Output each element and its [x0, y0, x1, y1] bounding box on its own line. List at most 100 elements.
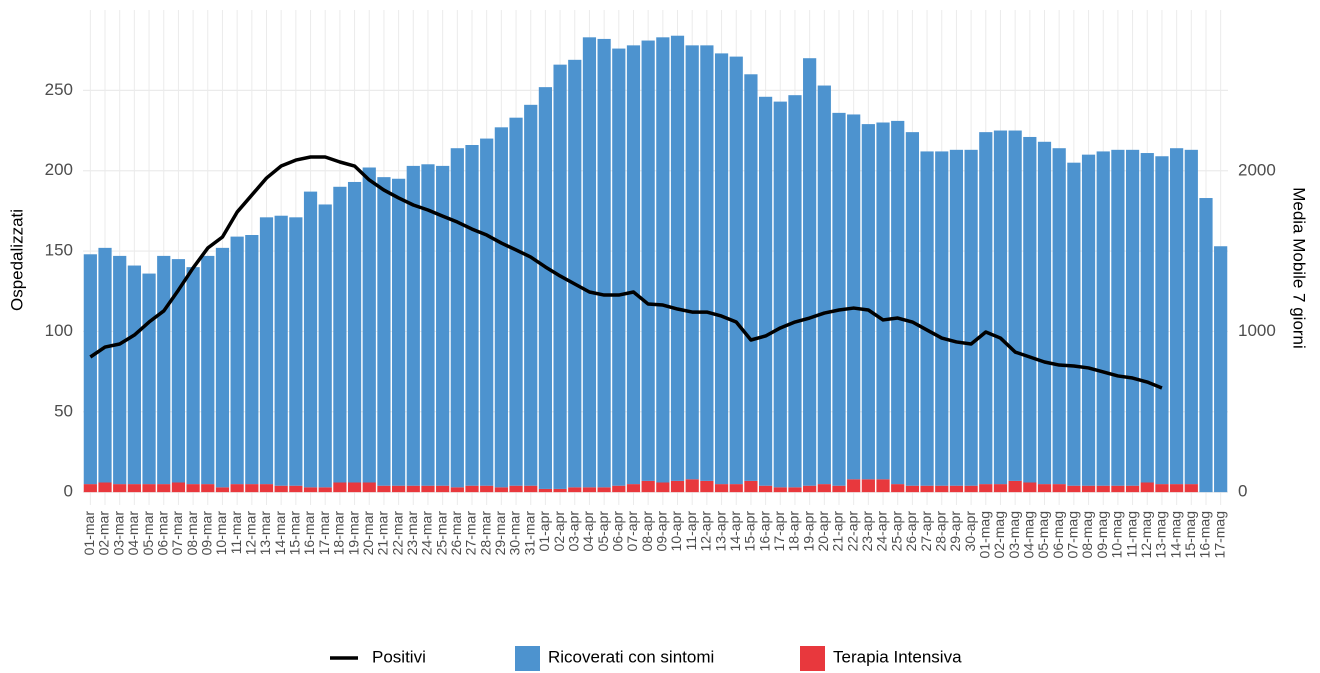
bar	[450, 148, 464, 488]
x-tick-label: 11-mag	[1123, 511, 1139, 557]
legend-label: Ricoverati con sintomi	[548, 647, 714, 666]
x-tick-label: 30-mar	[507, 511, 523, 556]
x-tick-label: 07-mar	[169, 511, 185, 556]
bar	[347, 482, 362, 493]
bar	[1023, 482, 1037, 493]
bar	[891, 484, 905, 493]
bar	[245, 484, 259, 493]
x-tick-label: 01-mar	[81, 511, 97, 556]
bar	[1140, 482, 1154, 493]
bar	[773, 101, 787, 488]
x-tick-label: 27-mar	[463, 511, 479, 556]
x-tick-label: 01-apr	[536, 511, 552, 552]
bar	[465, 145, 479, 486]
y2-axis-title: Media Mobile 7 giorni	[1290, 187, 1309, 349]
x-tick-label: 19-apr	[800, 511, 816, 552]
x-tick-label: 26-apr	[903, 511, 919, 552]
bar	[626, 484, 641, 493]
bar	[949, 149, 964, 486]
x-tick-label: 27-apr	[918, 511, 934, 552]
bar	[568, 59, 582, 488]
bar	[964, 485, 978, 493]
bar	[377, 177, 391, 486]
bar	[274, 215, 288, 486]
bar	[832, 485, 846, 493]
x-tick-label: 19-mar	[345, 511, 361, 556]
x-tick-label: 02-apr	[551, 511, 567, 552]
bar	[127, 484, 141, 493]
bar	[83, 254, 97, 485]
bar	[127, 265, 141, 485]
y-tick-label: 200	[45, 160, 73, 179]
x-tick-label: 09-mar	[198, 511, 214, 556]
bar	[524, 485, 538, 493]
x-tick-label: 17-mar	[316, 511, 332, 556]
bar	[157, 484, 171, 493]
bar	[436, 485, 450, 493]
x-tick-label: 08-apr	[639, 511, 655, 552]
bar	[568, 487, 582, 493]
x-tick-label: 14-apr	[727, 511, 743, 552]
x-tick-label: 21-apr	[830, 511, 846, 552]
bar	[538, 488, 553, 493]
x-tick-label: 07-apr	[624, 511, 640, 552]
legend-label: Positivi	[372, 647, 426, 666]
y-tick-label: 100	[45, 321, 73, 340]
bar	[1008, 130, 1022, 481]
bar	[847, 479, 861, 493]
bar	[406, 485, 420, 493]
x-tick-label: 18-mar	[331, 511, 347, 556]
bar	[230, 236, 244, 485]
bar	[171, 482, 186, 493]
bar	[98, 247, 112, 483]
bar	[465, 485, 479, 493]
bar	[700, 45, 714, 481]
bar	[1052, 484, 1066, 493]
x-tick-label: 22-mar	[389, 511, 405, 556]
bar	[392, 178, 406, 486]
bar	[509, 117, 523, 486]
bar	[289, 485, 303, 493]
bar	[670, 480, 685, 493]
bar	[729, 484, 743, 493]
bar	[832, 112, 846, 486]
bar	[377, 485, 391, 493]
bar	[656, 37, 670, 483]
bar	[993, 484, 1008, 493]
x-tick-label: 17-mag	[1211, 511, 1227, 558]
bar	[1125, 149, 1140, 486]
x-tick-label: 21-mar	[375, 511, 391, 556]
bar	[201, 255, 215, 485]
x-tick-label: 03-mar	[110, 511, 126, 556]
bar	[847, 114, 861, 480]
bar	[1081, 154, 1096, 486]
bar	[758, 485, 773, 493]
bar	[98, 482, 112, 493]
x-tick-label: 16-mag	[1197, 511, 1213, 558]
bar	[803, 58, 817, 486]
bar	[524, 104, 538, 486]
x-tick-label: 29-mar	[492, 511, 508, 556]
bar	[597, 487, 611, 493]
x-tick-label: 08-mag	[1079, 511, 1095, 558]
bar	[157, 255, 171, 485]
x-tick-label: 08-mar	[184, 511, 200, 556]
bar	[656, 482, 670, 493]
y-tick-label: 0	[64, 482, 73, 501]
y2-tick-label: 0	[1238, 481, 1247, 500]
bar	[935, 151, 949, 486]
bar	[318, 487, 332, 493]
x-tick-label: 07-mag	[1065, 511, 1081, 558]
bar	[421, 164, 435, 486]
bar	[186, 484, 200, 493]
bar	[817, 85, 831, 485]
x-tick-label: 04-apr	[580, 511, 596, 552]
x-tick-label: 26-mar	[448, 511, 464, 556]
x-tick-label: 14-mar	[272, 511, 288, 556]
x-tick-label: 28-mar	[477, 511, 493, 556]
x-tick-label: 10-mag	[1109, 511, 1125, 558]
bar	[230, 484, 244, 493]
x-tick-label: 02-mag	[991, 511, 1007, 558]
bar	[274, 485, 288, 493]
bar	[582, 487, 597, 493]
